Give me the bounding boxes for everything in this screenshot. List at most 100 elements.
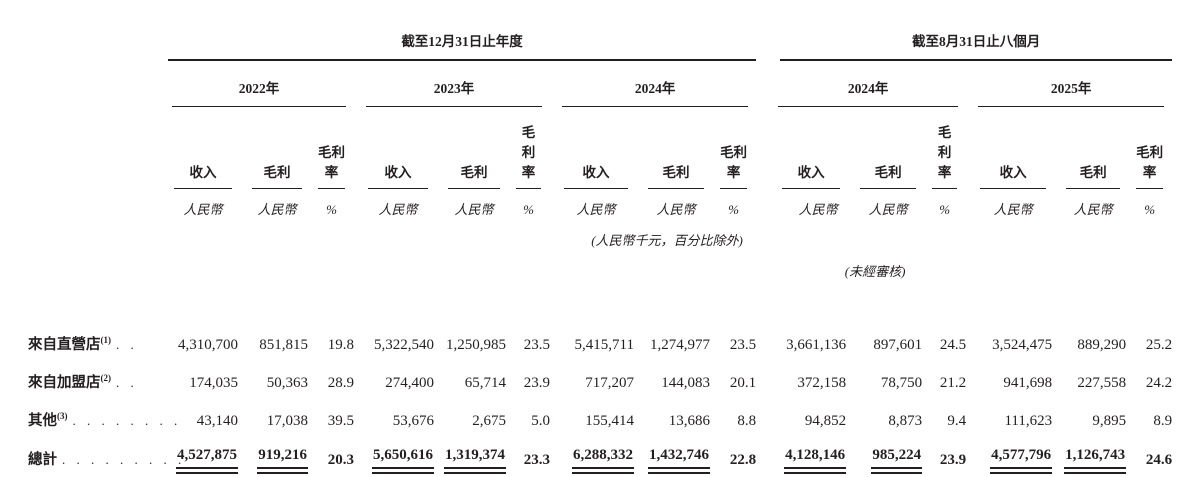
table-cell: 13,686 — [668, 413, 710, 429]
table-cell: 78,750 — [880, 375, 923, 391]
period-header-interim: 截至8月31日止八個月 — [756, 30, 1173, 61]
col-header-gross-margin: 毛利率 — [710, 107, 756, 189]
table-cell: 2,675 — [472, 413, 506, 429]
table-cell: 23.5 — [729, 337, 757, 353]
table-cell: 174,035 — [189, 375, 238, 391]
unit-percent: % — [728, 202, 739, 217]
table-row-self-operated: 來自直營店(1). . 4,310,700 851,815 19.8 5,322… — [28, 324, 1172, 362]
total-cell: 23.9 — [939, 452, 967, 468]
row-label: 其他(3). . . . . . . . — [28, 411, 182, 429]
col-header-gross-profit: 毛利 — [1052, 107, 1126, 189]
table-cell: 3,524,475 — [992, 337, 1053, 353]
total-cell: 4,128,146 — [756, 438, 847, 477]
total-cell: 20.3 — [327, 452, 354, 468]
table-cell: 28.9 — [327, 375, 354, 391]
total-cell: 5,650,616 — [354, 438, 434, 477]
table-cell: 24.2 — [1145, 375, 1173, 391]
table-row-franchised: 來自加盟店(2). . 174,035 50,363 28.9 274,400 … — [28, 362, 1172, 400]
total-cell: 23.3 — [523, 452, 550, 468]
table-cell: 3,661,136 — [786, 337, 847, 353]
table-cell: 53,676 — [392, 413, 434, 429]
unit-rmb: 人民幣 — [656, 202, 696, 217]
table-cell: 23.9 — [523, 375, 550, 391]
total-cell: 919,216 — [238, 438, 308, 477]
table-cell: 8.8 — [737, 413, 757, 429]
table-cell: 20.1 — [729, 375, 757, 391]
total-cell: 22.8 — [729, 452, 757, 468]
row-label: 來自直營店(1). . — [28, 335, 138, 353]
total-cell: 985,224 — [846, 438, 923, 477]
unit-rmb: 人民幣 — [454, 202, 494, 217]
unit-percent: % — [326, 202, 337, 217]
scale-note: (人民幣千元，百分比除外) — [591, 233, 743, 248]
period-header-annual-label: 截至12月31日止年度 — [168, 30, 757, 61]
col-header-revenue: 收入 — [160, 107, 238, 189]
total-cell: 24.6 — [1145, 452, 1173, 468]
table-cell: 17,038 — [266, 413, 308, 429]
year-header-2022: 2022年 — [160, 61, 354, 107]
table-cell: 941,698 — [1003, 375, 1053, 391]
period-header-annual: 截至12月31日止年度 — [160, 30, 757, 61]
col-header-gross-margin: 毛利率 — [308, 107, 354, 189]
col-header-gross-profit: 毛利 — [238, 107, 308, 189]
col-header-gross-profit: 毛利 — [846, 107, 922, 189]
unit-percent: % — [1144, 202, 1156, 217]
unit-percent: % — [939, 202, 951, 217]
col-header-gross-margin: 毛利率 — [1126, 107, 1172, 189]
year-header-2024: 2024年 — [550, 61, 756, 107]
table-cell: 1,274,977 — [650, 337, 710, 353]
period-header-interim-label: 截至8月31日止八個月 — [780, 30, 1173, 61]
unit-rmb: 人民幣 — [257, 202, 297, 217]
table-cell: 65,714 — [464, 375, 506, 391]
table-cell: 5.0 — [531, 413, 550, 429]
table-cell: 155,414 — [585, 413, 634, 429]
col-header-gross-margin: 毛利率 — [922, 107, 966, 189]
table-cell: 4,310,700 — [178, 337, 238, 353]
leader-dots: . . . . . . . . . — [62, 452, 186, 467]
year-header-row: 2022年 2023年 2024年 2024年 2025年 — [28, 61, 1172, 107]
unit-rmb: 人民幣 — [183, 202, 223, 217]
table-cell: 9.4 — [947, 413, 967, 429]
table-cell: 23.5 — [523, 337, 550, 353]
unit-rmb: 人民幣 — [378, 202, 418, 217]
table-cell: 9,895 — [1092, 413, 1127, 429]
total-cell: 1,432,746 — [634, 438, 710, 477]
period-header-row: 截至12月31日止年度 截至8月31日止八個月 — [28, 30, 1173, 61]
footnote-marker: (3) — [57, 411, 68, 422]
table-cell: 372,158 — [797, 375, 847, 391]
year-header-8m-2024: 2024年 — [756, 61, 966, 107]
scale-note-row: (人民幣千元，百分比除外) — [28, 218, 1172, 249]
year-header-2023: 2023年 — [354, 61, 550, 107]
table-cell: 43,140 — [196, 413, 238, 429]
total-cell: 1,319,374 — [434, 438, 506, 477]
total-cell: 6,288,332 — [550, 438, 634, 477]
unit-rmb: 人民幣 — [868, 202, 908, 217]
table-row-others: 其他(3). . . . . . . . 43,140 17,038 39.5 … — [28, 400, 1172, 438]
footnote-marker: (1) — [100, 335, 112, 346]
col-header-revenue: 收入 — [756, 107, 846, 189]
table-cell: 227,558 — [1077, 375, 1127, 391]
total-row-label: 總計. . . . . . . . . — [28, 452, 186, 468]
table-cell: 8.9 — [1153, 413, 1173, 429]
col-header-revenue: 收入 — [354, 107, 434, 189]
table-cell: 5,415,711 — [574, 337, 634, 353]
table-cell: 50,363 — [266, 375, 308, 391]
unit-rmb: 人民幣 — [1073, 202, 1113, 217]
unaudited-note-cell: (未經審核) — [756, 249, 966, 280]
table-cell: 274,400 — [385, 375, 434, 391]
row-label: 來自加盟店(2). . — [28, 373, 138, 391]
unit-percent: % — [523, 202, 534, 217]
table-cell: 717,207 — [585, 375, 634, 391]
table-cell: 24.5 — [939, 337, 967, 353]
unit-row: 人民幣 人民幣 % 人民幣 人民幣 % 人民幣 人民幣 % 人民幣 人民幣 % … — [28, 189, 1172, 218]
col-header-revenue: 收入 — [966, 107, 1052, 189]
leader-dots: . . — [116, 375, 138, 390]
total-cell: 1,126,743 — [1052, 438, 1127, 477]
col-header-gross-profit: 毛利 — [434, 107, 506, 189]
table-cell: 94,852 — [804, 413, 847, 429]
table-cell: 144,083 — [661, 375, 710, 391]
column-header-row: 收入 毛利 毛利率 收入 毛利 毛利率 收入 毛利 毛利率 收入 毛利 毛利率 … — [28, 107, 1172, 189]
col-header-gross-profit: 毛利 — [634, 107, 710, 189]
table-cell: 889,290 — [1077, 337, 1127, 353]
